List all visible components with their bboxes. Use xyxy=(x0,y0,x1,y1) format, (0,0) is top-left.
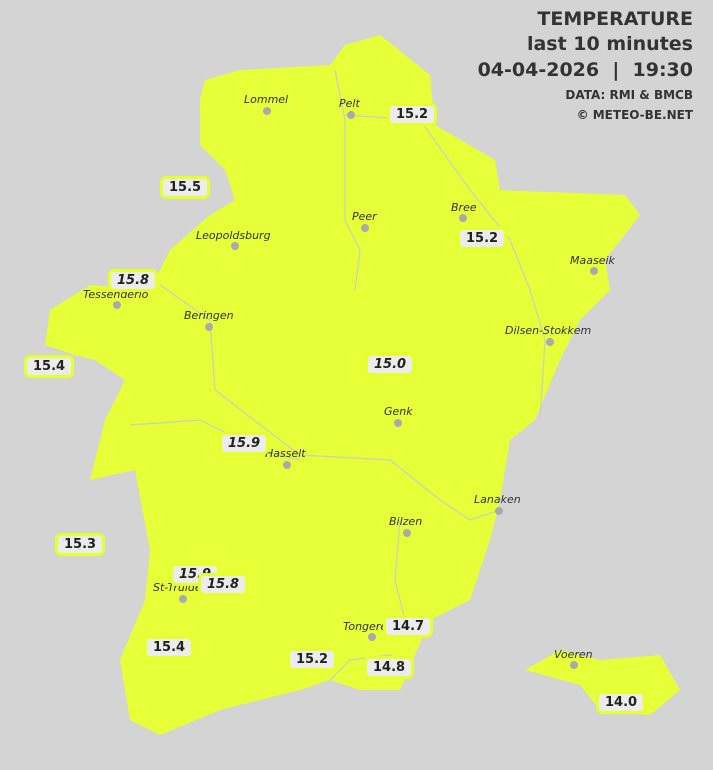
city-dot xyxy=(361,224,369,232)
map-title: TEMPERATURE xyxy=(537,8,693,30)
temp-label: 15.4 xyxy=(24,355,75,378)
city-label: Lommel xyxy=(244,93,289,106)
city-dot xyxy=(403,529,411,537)
city-dot xyxy=(113,301,121,309)
temp-label: 15.4 xyxy=(144,636,195,659)
data-source: DATA: RMI & BMCB xyxy=(565,88,693,102)
temp-label: 15.8 xyxy=(198,573,249,596)
city-label: Peer xyxy=(352,210,377,223)
city-label: Beringen xyxy=(184,309,234,322)
temp-label: 14.0 xyxy=(596,691,647,714)
temp-label: 15.3 xyxy=(55,533,106,556)
datetime: 04-04-2026 | 19:30 xyxy=(477,59,693,81)
copyright: © METEO-BE.NET xyxy=(576,108,693,122)
city-dot xyxy=(394,419,402,427)
city-dot xyxy=(495,507,503,515)
temp-label: 14.7 xyxy=(383,615,434,638)
temp-label: 15.0 xyxy=(365,353,416,376)
temp-label: 15.8 xyxy=(108,269,159,292)
city-label: Leopoldsburg xyxy=(196,229,271,242)
temp-label: 15.2 xyxy=(287,648,338,671)
city-label: Genk xyxy=(384,405,413,418)
city-dot xyxy=(459,214,467,222)
temp-label: 14.8 xyxy=(364,656,415,679)
city-dot xyxy=(347,111,355,119)
city-dot xyxy=(283,461,291,469)
temp-label: 15.9 xyxy=(219,432,270,455)
city-dot xyxy=(368,633,376,641)
city-dot xyxy=(570,661,578,669)
city-label: Pelt xyxy=(339,97,360,110)
city-dot xyxy=(179,595,187,603)
map-subtitle: last 10 minutes xyxy=(526,33,693,55)
city-dot xyxy=(546,338,554,346)
city-label: Bilzen xyxy=(389,515,423,528)
temp-label: 15.5 xyxy=(160,176,211,199)
city-dot xyxy=(263,107,271,115)
city-dot xyxy=(231,242,239,250)
temp-label: 15.2 xyxy=(387,103,438,126)
city-label: Maaseik xyxy=(570,254,615,267)
city-dot xyxy=(590,267,598,275)
city-dot xyxy=(205,323,213,331)
city-label: Tongeren xyxy=(343,620,395,633)
city-label: Voeren xyxy=(554,648,593,661)
city-label: Hasselt xyxy=(265,447,306,460)
limburg-region xyxy=(45,35,640,735)
city-label: Bree xyxy=(451,201,477,214)
city-label: Lanaken xyxy=(474,493,521,506)
temp-label: 15.2 xyxy=(457,227,508,250)
city-label: Dilsen-Stokkem xyxy=(505,324,592,337)
